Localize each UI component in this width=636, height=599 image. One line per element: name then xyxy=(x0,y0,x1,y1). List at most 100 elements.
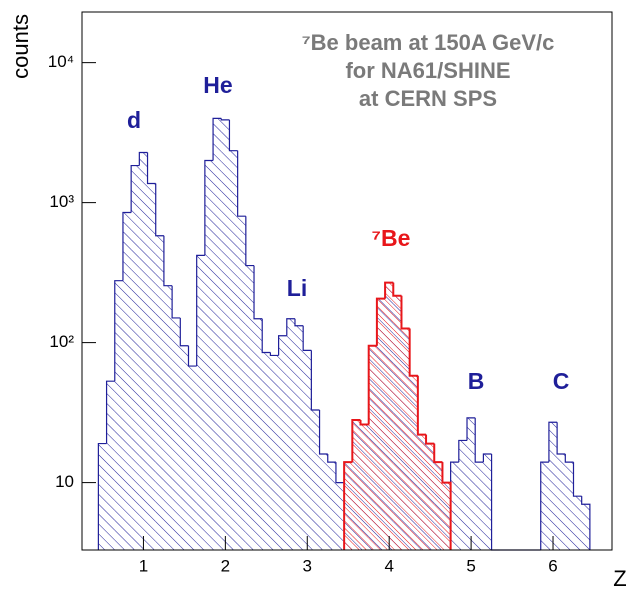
histogram-bar xyxy=(213,118,222,550)
histogram-bar xyxy=(204,160,214,550)
histogram-outline xyxy=(466,417,476,441)
x-tick-label: 6 xyxy=(548,556,557,575)
histogram-bar xyxy=(319,454,328,550)
histogram-outline xyxy=(564,454,574,463)
histogram-outline xyxy=(302,325,312,351)
histogram-outline xyxy=(581,496,591,550)
histogram-bar xyxy=(442,482,451,550)
histogram-bar xyxy=(98,443,107,550)
y-tick-label: 10² xyxy=(49,332,74,351)
histogram-bar xyxy=(409,375,418,550)
peak-label: He xyxy=(203,72,232,98)
histogram-bar xyxy=(147,183,156,550)
histogram-bar xyxy=(458,440,468,550)
histogram-bar xyxy=(548,422,558,550)
title-line: for NA61/SHINE xyxy=(345,58,510,83)
histogram-bar xyxy=(278,335,287,550)
histogram-bar xyxy=(131,165,140,550)
histogram-outline xyxy=(540,461,549,550)
histogram-outline xyxy=(359,420,369,426)
histogram-outline xyxy=(253,265,263,320)
histogram-outline xyxy=(474,417,484,463)
histogram-outline xyxy=(105,380,115,444)
histogram-bar xyxy=(172,317,181,550)
histogram-outline xyxy=(196,254,205,367)
histogram-bar xyxy=(335,482,345,550)
histogram-outline xyxy=(425,434,435,445)
histogram-outline xyxy=(572,462,582,497)
histogram-outline xyxy=(482,453,492,463)
x-tick-label: 3 xyxy=(303,556,312,575)
histogram-bar xyxy=(557,454,566,550)
histogram-bar xyxy=(385,282,394,550)
histogram-bar xyxy=(122,212,132,550)
histogram-outline xyxy=(171,285,181,319)
histogram-outline xyxy=(351,419,361,463)
histogram-bar xyxy=(327,462,336,550)
y-tick-label: 10³ xyxy=(49,192,74,211)
histogram-outline xyxy=(335,462,345,484)
histogram-outline xyxy=(163,235,173,287)
x-tick-label: 5 xyxy=(466,556,475,575)
histogram-outline xyxy=(237,150,246,217)
histogram-bar xyxy=(475,462,484,550)
histogram-bar xyxy=(294,325,304,550)
histogram-bar xyxy=(311,410,320,550)
x-tick-label: 2 xyxy=(221,556,230,575)
histogram-outline xyxy=(286,318,295,336)
histogram-series xyxy=(343,281,452,550)
histogram-bar xyxy=(139,152,148,550)
histogram-bar xyxy=(254,318,263,550)
histogram-bar xyxy=(221,119,230,550)
histogram-bar xyxy=(540,462,549,550)
histogram-outline xyxy=(245,216,255,267)
histogram-outline xyxy=(556,422,566,455)
histogram-bar xyxy=(581,504,590,550)
histogram-bar xyxy=(114,280,123,550)
histogram-outline xyxy=(179,317,189,347)
histogram-bar xyxy=(344,462,353,550)
x-tick-label: 1 xyxy=(139,556,148,575)
histogram-bar xyxy=(401,328,410,550)
histogram-outline xyxy=(97,442,107,550)
y-tick-label: 10 xyxy=(55,472,74,491)
histogram-outline xyxy=(294,318,304,327)
histogram-bar xyxy=(163,285,173,550)
histogram-outline xyxy=(458,439,468,463)
title-line: ⁷Be beam at 150A GeV/c xyxy=(302,30,555,55)
histogram-bar xyxy=(188,366,197,550)
histogram-bar xyxy=(426,443,435,550)
histogram-outline xyxy=(155,183,164,237)
histogram-outline xyxy=(367,344,377,425)
histogram-bar xyxy=(434,462,443,550)
histogram-outline xyxy=(261,318,271,354)
histogram-bar xyxy=(196,255,205,550)
peak-label: ⁷Be xyxy=(372,225,411,251)
histogram-outline xyxy=(343,461,353,550)
histogram-bar xyxy=(376,298,386,550)
peak-label: d xyxy=(127,107,141,133)
histogram-bar xyxy=(262,352,271,550)
histogram-outline xyxy=(212,117,222,161)
peak-label: Li xyxy=(287,275,307,301)
histogram-outline xyxy=(130,164,140,213)
histogram-bar xyxy=(368,345,377,550)
histogram-bar xyxy=(467,417,476,550)
histogram-outline xyxy=(278,335,287,356)
histogram-bar xyxy=(180,345,189,550)
y-tick-label: 10⁴ xyxy=(48,52,74,71)
histogram-outline xyxy=(228,119,238,152)
histogram-bar xyxy=(565,462,574,550)
peak-label: B xyxy=(468,368,485,394)
histogram-outline xyxy=(310,350,320,411)
title-line: at CERN SPS xyxy=(359,86,497,111)
y-axis-label: counts xyxy=(8,14,33,79)
histogram-series xyxy=(97,117,591,551)
plot-frame xyxy=(81,11,613,551)
histogram-bar xyxy=(303,350,312,550)
histogram-bar xyxy=(360,424,369,550)
histogram-outline xyxy=(400,295,410,330)
histogram-bar xyxy=(245,265,255,550)
histogram-outline xyxy=(187,345,197,367)
